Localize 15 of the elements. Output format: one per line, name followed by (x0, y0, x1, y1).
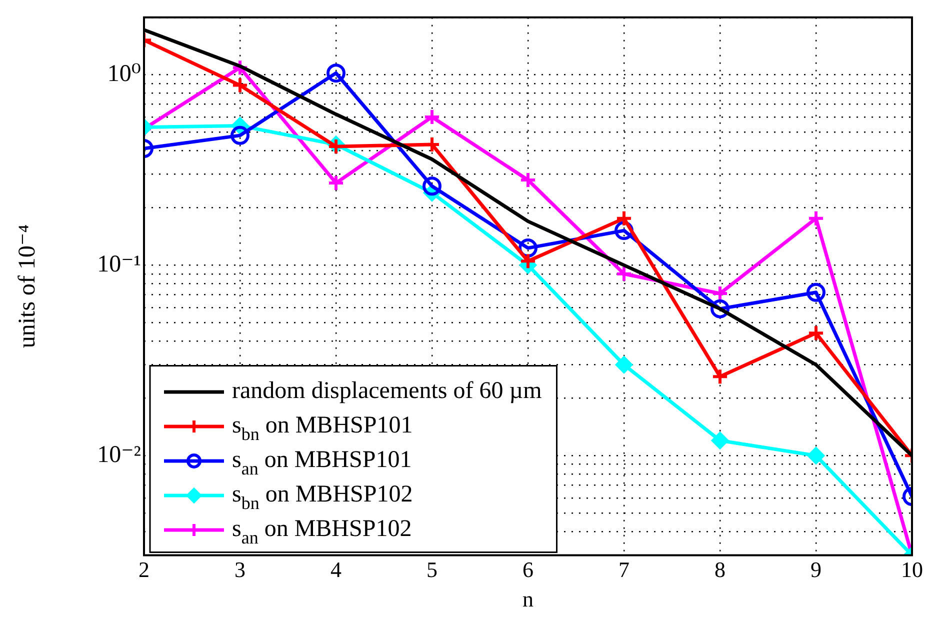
x-tick-label: 8 (714, 557, 726, 582)
x-tick-label: 6 (522, 557, 534, 582)
x-tick-label: 4 (330, 557, 342, 582)
x-tick-label: 7 (618, 557, 630, 582)
x-tick-label: 9 (810, 557, 822, 582)
y-tick-label: 10⁻¹ (97, 251, 141, 278)
x-axis-title: n (522, 586, 534, 612)
x-tick-label: 10 (901, 557, 923, 582)
x-tick-label: 3 (234, 557, 246, 582)
y-axis-title: units of 10⁻⁴ (14, 224, 41, 348)
y-tick-label: 10⁰ (107, 61, 141, 88)
x-tick-label: 5 (426, 557, 438, 582)
legend-label: random displacements of 60 µm (232, 378, 542, 404)
y-tick-label: 10⁻² (97, 442, 141, 468)
x-tick-label: 2 (138, 557, 150, 582)
